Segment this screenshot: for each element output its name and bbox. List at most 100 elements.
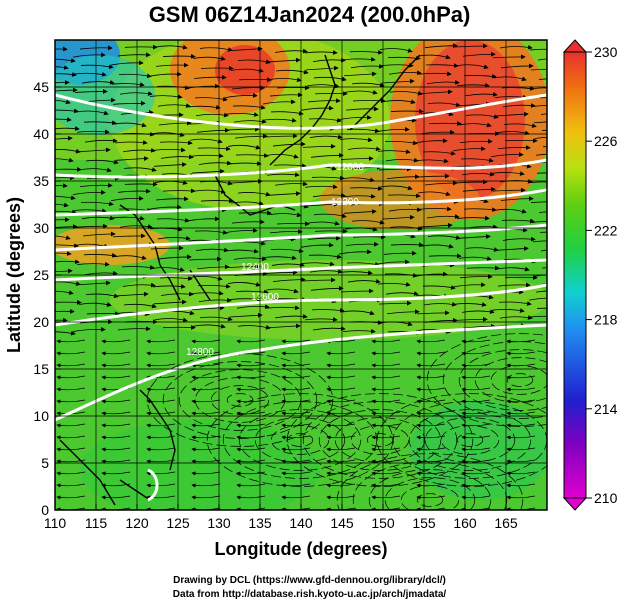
x-tick-label: 160	[453, 515, 477, 531]
streamline-swirl	[334, 417, 426, 463]
streamline	[73, 208, 107, 214]
streamline	[414, 138, 448, 144]
streamline	[462, 51, 496, 57]
streamline	[191, 471, 221, 476]
streamline	[427, 102, 461, 108]
streamline	[339, 270, 373, 275]
streamline	[191, 339, 221, 344]
streamline	[465, 114, 499, 119]
streamline	[376, 259, 410, 265]
streamline	[491, 171, 525, 176]
streamline	[55, 281, 81, 286]
streamline	[314, 91, 348, 96]
streamline	[491, 308, 525, 313]
streamline	[122, 147, 156, 153]
streamline	[55, 290, 74, 295]
streamline	[454, 316, 488, 322]
streamline	[495, 111, 529, 117]
streamline	[490, 152, 524, 158]
streamline	[232, 104, 266, 110]
streamline	[506, 387, 536, 392]
streamline	[377, 149, 411, 155]
streamline	[160, 291, 194, 297]
streamline	[464, 91, 498, 97]
streamline	[55, 183, 68, 189]
streamline	[77, 280, 111, 286]
streamline	[350, 63, 384, 69]
streamline	[55, 58, 76, 63]
streamline	[538, 211, 547, 214]
streamline-swirl	[376, 393, 547, 487]
streamline	[419, 222, 453, 228]
streamline	[461, 459, 491, 464]
streamline	[101, 423, 131, 428]
streamline	[418, 71, 452, 77]
streamline	[371, 399, 401, 404]
streamline	[82, 231, 116, 237]
streamline	[535, 290, 547, 293]
streamline	[236, 375, 266, 380]
streamline	[326, 495, 356, 500]
streamline	[346, 128, 380, 134]
streamline	[534, 136, 547, 140]
streamline	[493, 76, 527, 82]
streamline	[416, 459, 446, 464]
streamline	[146, 471, 176, 476]
x-tick-label: 120	[125, 515, 149, 531]
streamline	[75, 110, 109, 116]
streamline	[384, 272, 418, 278]
streamline	[122, 282, 156, 288]
streamline	[55, 157, 74, 163]
streamline	[506, 471, 536, 476]
streamline	[311, 307, 345, 313]
streamline	[351, 82, 385, 88]
streamline	[377, 282, 411, 287]
streamline	[422, 150, 456, 156]
streamline	[326, 471, 356, 476]
streamline	[267, 191, 301, 196]
streamline	[152, 284, 186, 289]
streamline	[425, 63, 459, 68]
streamline	[531, 87, 547, 90]
streamline	[146, 351, 176, 356]
x-tick-label: 130	[207, 515, 231, 531]
streamline	[233, 119, 267, 124]
streamline	[56, 435, 86, 440]
streamline	[342, 328, 376, 334]
contour-label: 12800	[186, 347, 214, 358]
streamline	[191, 447, 221, 452]
streamline	[461, 363, 491, 368]
streamline	[452, 282, 486, 288]
streamline	[236, 387, 266, 392]
streamline	[536, 172, 547, 174]
streamline	[80, 64, 114, 70]
streamline	[55, 117, 72, 122]
streamline	[371, 435, 401, 440]
streamline	[276, 221, 310, 227]
streamline	[371, 351, 401, 356]
streamline	[313, 76, 347, 82]
streamline	[506, 447, 536, 452]
streamline	[466, 265, 500, 271]
streamline	[192, 189, 226, 194]
y-tick-label: 10	[33, 408, 49, 424]
streamline	[304, 50, 338, 55]
streamline	[326, 435, 356, 440]
streamline	[347, 278, 381, 284]
streamline	[383, 250, 417, 256]
streamline	[310, 285, 344, 291]
streamline	[191, 351, 221, 356]
streamline	[119, 224, 153, 229]
streamline	[272, 141, 306, 147]
streamline-swirl	[366, 433, 394, 447]
streamline	[506, 375, 536, 380]
streamline	[326, 459, 356, 464]
streamline	[191, 435, 221, 440]
streamline	[506, 459, 536, 464]
streamline	[540, 249, 547, 252]
streamline	[326, 351, 356, 356]
colorbar-tick-label: 226	[594, 133, 618, 149]
streamline	[198, 160, 232, 166]
streamline	[231, 85, 265, 91]
streamline	[461, 495, 491, 500]
